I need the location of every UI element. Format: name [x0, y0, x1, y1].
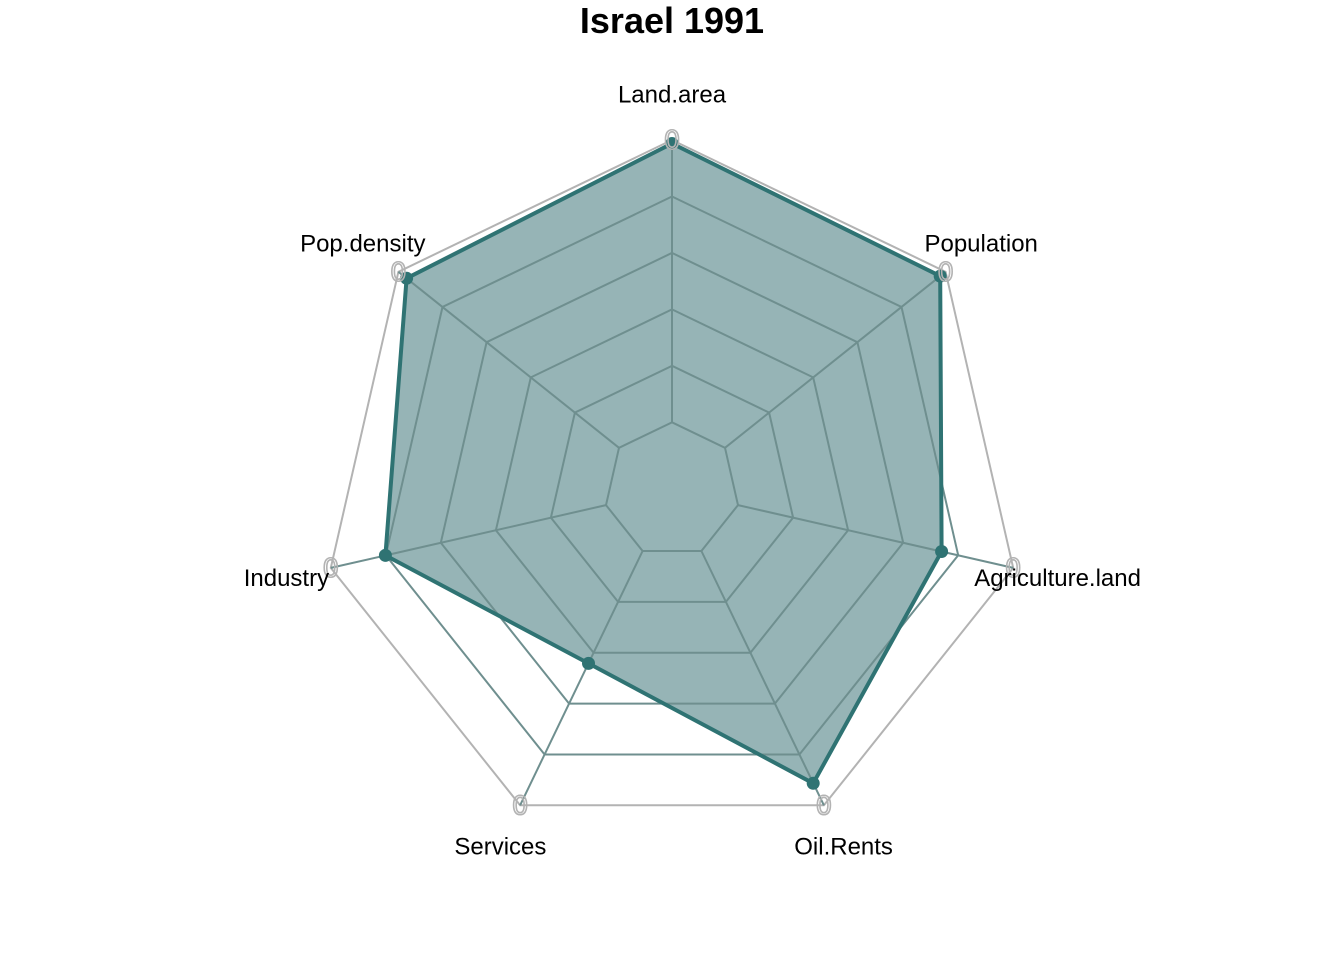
axis-max-label: 0: [1005, 554, 1022, 584]
data-point-land-area: [665, 137, 679, 150]
axis-spoke: [724, 271, 947, 449]
axis-spoke: [519, 550, 644, 806]
axis-labels: Land.area Population Agriculture.land Oil.R…: [244, 82, 1141, 861]
axis-label-services: Services: [454, 833, 546, 860]
data-point-services: [582, 656, 595, 670]
axis-label-population: Population: [924, 230, 1037, 257]
series-points: [378, 137, 949, 790]
data-point-pop-density: [400, 271, 414, 285]
grid-ring-outer: [329, 138, 1015, 807]
axis-max-label: 0: [323, 554, 340, 584]
grid-ring: [604, 421, 740, 552]
grid-ring: [439, 251, 905, 705]
axis-max-label: 0: [664, 126, 681, 156]
axis-max-label: 0: [937, 258, 954, 288]
axis-max-labels: 0 0 0 0 0 0 0: [322, 125, 1023, 822]
grid-ring: [384, 195, 960, 756]
series-line-shape: [383, 141, 944, 786]
data-point-oil-rents: [806, 776, 820, 790]
axis-label-land-area: Land.area: [618, 82, 727, 109]
axis-max-label: 0: [512, 791, 529, 821]
series-area: [385, 143, 942, 784]
data-point-agriculture-land: [935, 545, 949, 558]
series-outline: [383, 141, 944, 786]
axis-spoke: [737, 504, 1014, 569]
axis-spoke: [330, 504, 607, 569]
axis-max-label: 0: [816, 791, 833, 821]
chart-title: Israel 1991: [580, 0, 764, 41]
inner-grid: [330, 140, 1014, 806]
axis-max-label: 0: [390, 258, 407, 288]
axis-label-agriculture-land: Agriculture.land: [974, 565, 1141, 592]
axis-label-oil-rents: Oil.Rents: [794, 833, 893, 860]
axis-spoke: [700, 550, 825, 806]
data-point-industry: [378, 548, 392, 562]
series-area-shape: [385, 143, 942, 784]
axis-spoke: [397, 271, 620, 449]
grid-ring: [549, 364, 795, 603]
axis-label-pop-density: Pop.density: [300, 230, 425, 257]
grid-ring: [494, 308, 850, 654]
data-point-population: [933, 269, 947, 283]
outer-grid: [329, 138, 1015, 807]
axis-label-industry: Industry: [244, 565, 329, 592]
